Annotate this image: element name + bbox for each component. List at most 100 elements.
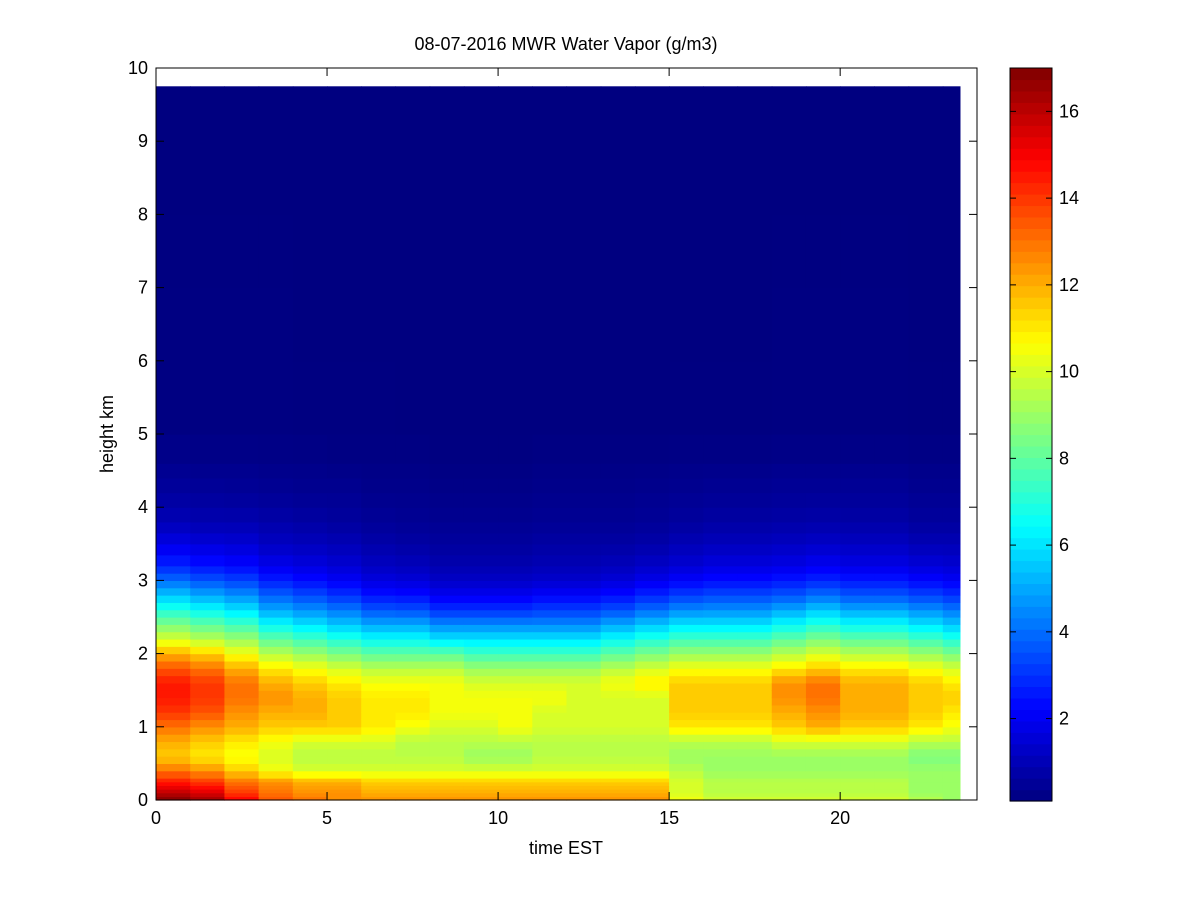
heatmap-cell: [361, 638, 397, 647]
heatmap-cell: [600, 507, 636, 523]
heatmap-cell: [156, 770, 191, 779]
heatmap-cell: [361, 748, 397, 757]
heatmap-cell: [224, 712, 260, 721]
heatmap-cell: [908, 675, 944, 684]
heatmap-cell: [361, 653, 397, 662]
heatmap-cell: [258, 554, 294, 567]
heatmap-cell: [942, 595, 961, 603]
heatmap-cell: [361, 646, 397, 655]
heatmap-cell: [805, 770, 841, 779]
heatmap-cell: [361, 141, 397, 215]
colorbar-cell: [1010, 113, 1052, 126]
colorbar-cell: [1010, 755, 1052, 768]
heatmap-cell: [190, 697, 226, 706]
heatmap-cell: [840, 748, 875, 757]
heatmap-cell: [327, 86, 362, 142]
heatmap-cell: [703, 781, 739, 786]
heatmap-cell: [566, 770, 602, 779]
heatmap-cell: [600, 565, 636, 574]
heatmap-cell: [942, 587, 961, 596]
heatmap-cell: [156, 631, 191, 640]
heatmap-cell: [361, 789, 397, 794]
heatmap-cell: [190, 756, 226, 764]
heatmap-cell: [532, 477, 568, 494]
heatmap-cell: [669, 554, 704, 567]
heatmap-cell: [566, 360, 602, 435]
heatmap-cell: [395, 580, 431, 589]
heatmap-cell: [805, 668, 841, 677]
heatmap-cell: [429, 287, 465, 362]
heatmap-cell: [429, 748, 465, 757]
heatmap-cell: [600, 214, 636, 289]
heatmap-cell: [532, 587, 568, 596]
heatmap-cell: [669, 624, 704, 633]
heatmap-cell: [703, 477, 739, 494]
heatmap-cell: [190, 690, 226, 699]
heatmap-cell: [292, 463, 328, 479]
heatmap-cell: [908, 492, 944, 508]
heatmap-cell: [771, 726, 807, 735]
colorbar-cell: [1010, 159, 1052, 172]
y-tick-label: 2: [138, 644, 148, 664]
heatmap-cell: [669, 565, 704, 574]
heatmap-cell: [156, 682, 191, 691]
heatmap-cell: [600, 573, 636, 581]
heatmap-cell: [361, 360, 397, 435]
heatmap-cell: [224, 587, 260, 596]
heatmap-cell: [532, 697, 568, 706]
heatmap-cell: [703, 573, 739, 581]
heatmap-cell: [292, 792, 328, 797]
heatmap-cell: [566, 602, 602, 611]
heatmap-cell: [190, 434, 226, 464]
heatmap-cell: [634, 734, 670, 743]
heatmap-cell: [395, 595, 431, 603]
heatmap-cell: [258, 756, 294, 764]
heatmap-cell: [361, 770, 397, 779]
heatmap-cell: [532, 602, 568, 611]
heatmap-cell: [361, 580, 397, 589]
heatmap-cell: [395, 521, 431, 534]
heatmap-cell: [258, 734, 294, 743]
heatmap-cell: [669, 741, 704, 750]
heatmap-cell: [669, 492, 704, 508]
heatmap-cell: [874, 763, 910, 772]
colorbar-ticks: 2 4 6 8 10 12 14 16: [1010, 101, 1079, 729]
heatmap-cell: [463, 646, 499, 655]
heatmap-cell: [327, 141, 362, 215]
heatmap-cell: [840, 521, 875, 534]
heatmap-cell: [224, 741, 260, 750]
heatmap-cell: [908, 741, 944, 750]
heatmap-cell: [840, 781, 875, 786]
heatmap-cell: [942, 660, 961, 669]
heatmap-cell: [395, 660, 431, 669]
heatmap-cell: [942, 734, 961, 743]
heatmap-cell: [395, 697, 431, 706]
heatmap-cell: [361, 434, 397, 464]
heatmap-cell: [908, 653, 944, 662]
heatmap-cell: [942, 521, 961, 534]
heatmap-cell: [703, 543, 739, 556]
heatmap-cell: [532, 741, 568, 750]
heatmap-cell: [942, 573, 961, 581]
heatmap-cell: [395, 792, 431, 797]
heatmap-cell: [224, 756, 260, 764]
heatmap-cell: [224, 543, 260, 556]
heatmap-cell: [669, 756, 704, 764]
heatmap-cell: [942, 492, 961, 508]
heatmap-cell: [463, 543, 499, 556]
heatmap-cell: [634, 682, 670, 691]
heatmap-cell: [703, 682, 739, 691]
heatmap-cell: [634, 477, 670, 494]
colorbar-cell: [1010, 549, 1052, 562]
heatmap-cell: [292, 675, 328, 684]
heatmap-cell: [463, 287, 499, 362]
heatmap-cell: [669, 770, 704, 779]
heatmap-cell: [737, 463, 773, 479]
colorbar-cell: [1010, 423, 1052, 436]
heatmap-cell: [429, 507, 465, 523]
heatmap-cell: [874, 141, 910, 215]
heatmap-cell: [395, 287, 431, 362]
heatmap-cell: [361, 756, 397, 764]
colorbar-cell: [1010, 606, 1052, 619]
heatmap-cell: [669, 521, 704, 534]
